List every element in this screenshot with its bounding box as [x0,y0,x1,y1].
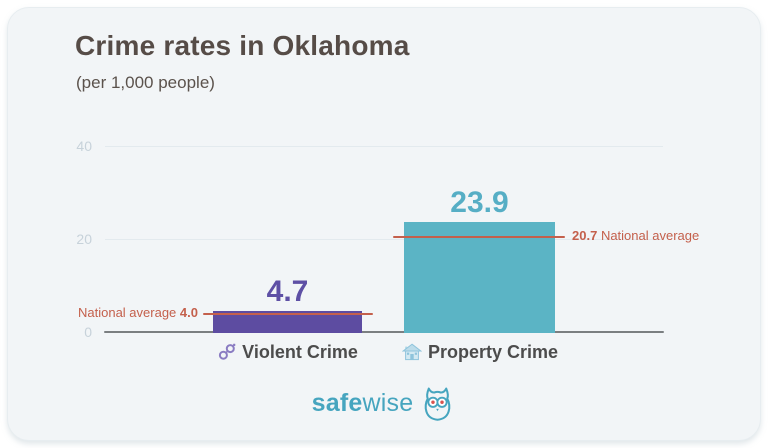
national-average-label-property: 20.7 National average [572,228,699,243]
brand-wordmark: safewise [312,389,414,418]
category-label-violent-crime: Violent Crime [163,340,413,364]
value-label-property-crime: 23.9 [450,185,509,219]
national-average-line-violent [203,313,373,316]
avg-value: 20.7 [572,227,598,243]
gridline-20 [105,239,663,240]
house-icon [401,343,422,361]
gridline-40 [105,146,663,147]
owl-icon [424,387,451,421]
bar-violent-crime [213,311,362,333]
category-label-text: Violent Crime [242,341,358,362]
brand-logo: safewise [0,385,768,422]
bar-property-crime [404,221,555,333]
value-label-violent-crime: 4.7 [266,275,309,309]
category-label-property-crime: Property Crime [354,340,606,364]
page-title: Crime rates in Oklahoma [75,30,410,61]
page-subtitle: (per 1,000 people) [76,73,215,92]
y-axis-tick-0: 0 [84,324,92,340]
avg-prefix: National average [78,305,177,321]
handcuffs-icon [219,343,236,360]
y-axis-tick-40: 40 [76,138,92,154]
brand-bold: safe [311,389,363,417]
avg-value: 4.0 [179,305,198,321]
avg-suffix: National average [600,227,700,243]
x-axis-baseline [104,331,664,333]
y-axis-tick-20: 20 [76,231,92,247]
chart-card [7,7,761,441]
category-label-text: Property Crime [427,341,559,362]
national-average-line-property [393,235,565,238]
brand-light: wise [362,389,414,417]
national-average-label-violent: National average 4.0 [40,305,198,320]
